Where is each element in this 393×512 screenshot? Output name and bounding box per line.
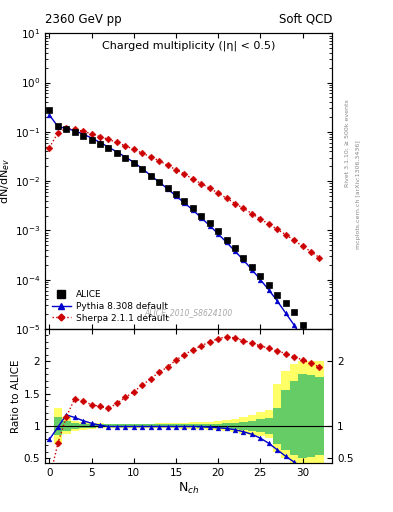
Text: ALICE_2010_S8624100: ALICE_2010_S8624100: [145, 308, 233, 317]
Text: mcplots.cern.ch [arXiv:1306.3436]: mcplots.cern.ch [arXiv:1306.3436]: [356, 140, 361, 249]
Y-axis label: dN/dN$_{ev}$: dN/dN$_{ev}$: [0, 158, 12, 204]
Text: Rivet 3.1.10; ≥ 500k events: Rivet 3.1.10; ≥ 500k events: [345, 99, 350, 187]
X-axis label: N$_{ch}$: N$_{ch}$: [178, 481, 199, 496]
Y-axis label: Ratio to ALICE: Ratio to ALICE: [11, 359, 21, 433]
Text: Charged multiplicity (|η| < 0.5): Charged multiplicity (|η| < 0.5): [102, 40, 275, 51]
Text: Soft QCD: Soft QCD: [279, 13, 332, 26]
Text: 2360 GeV pp: 2360 GeV pp: [45, 13, 122, 26]
Legend: ALICE, Pythia 8.308 default, Sherpa 2.1.1 default: ALICE, Pythia 8.308 default, Sherpa 2.1.…: [50, 288, 171, 325]
